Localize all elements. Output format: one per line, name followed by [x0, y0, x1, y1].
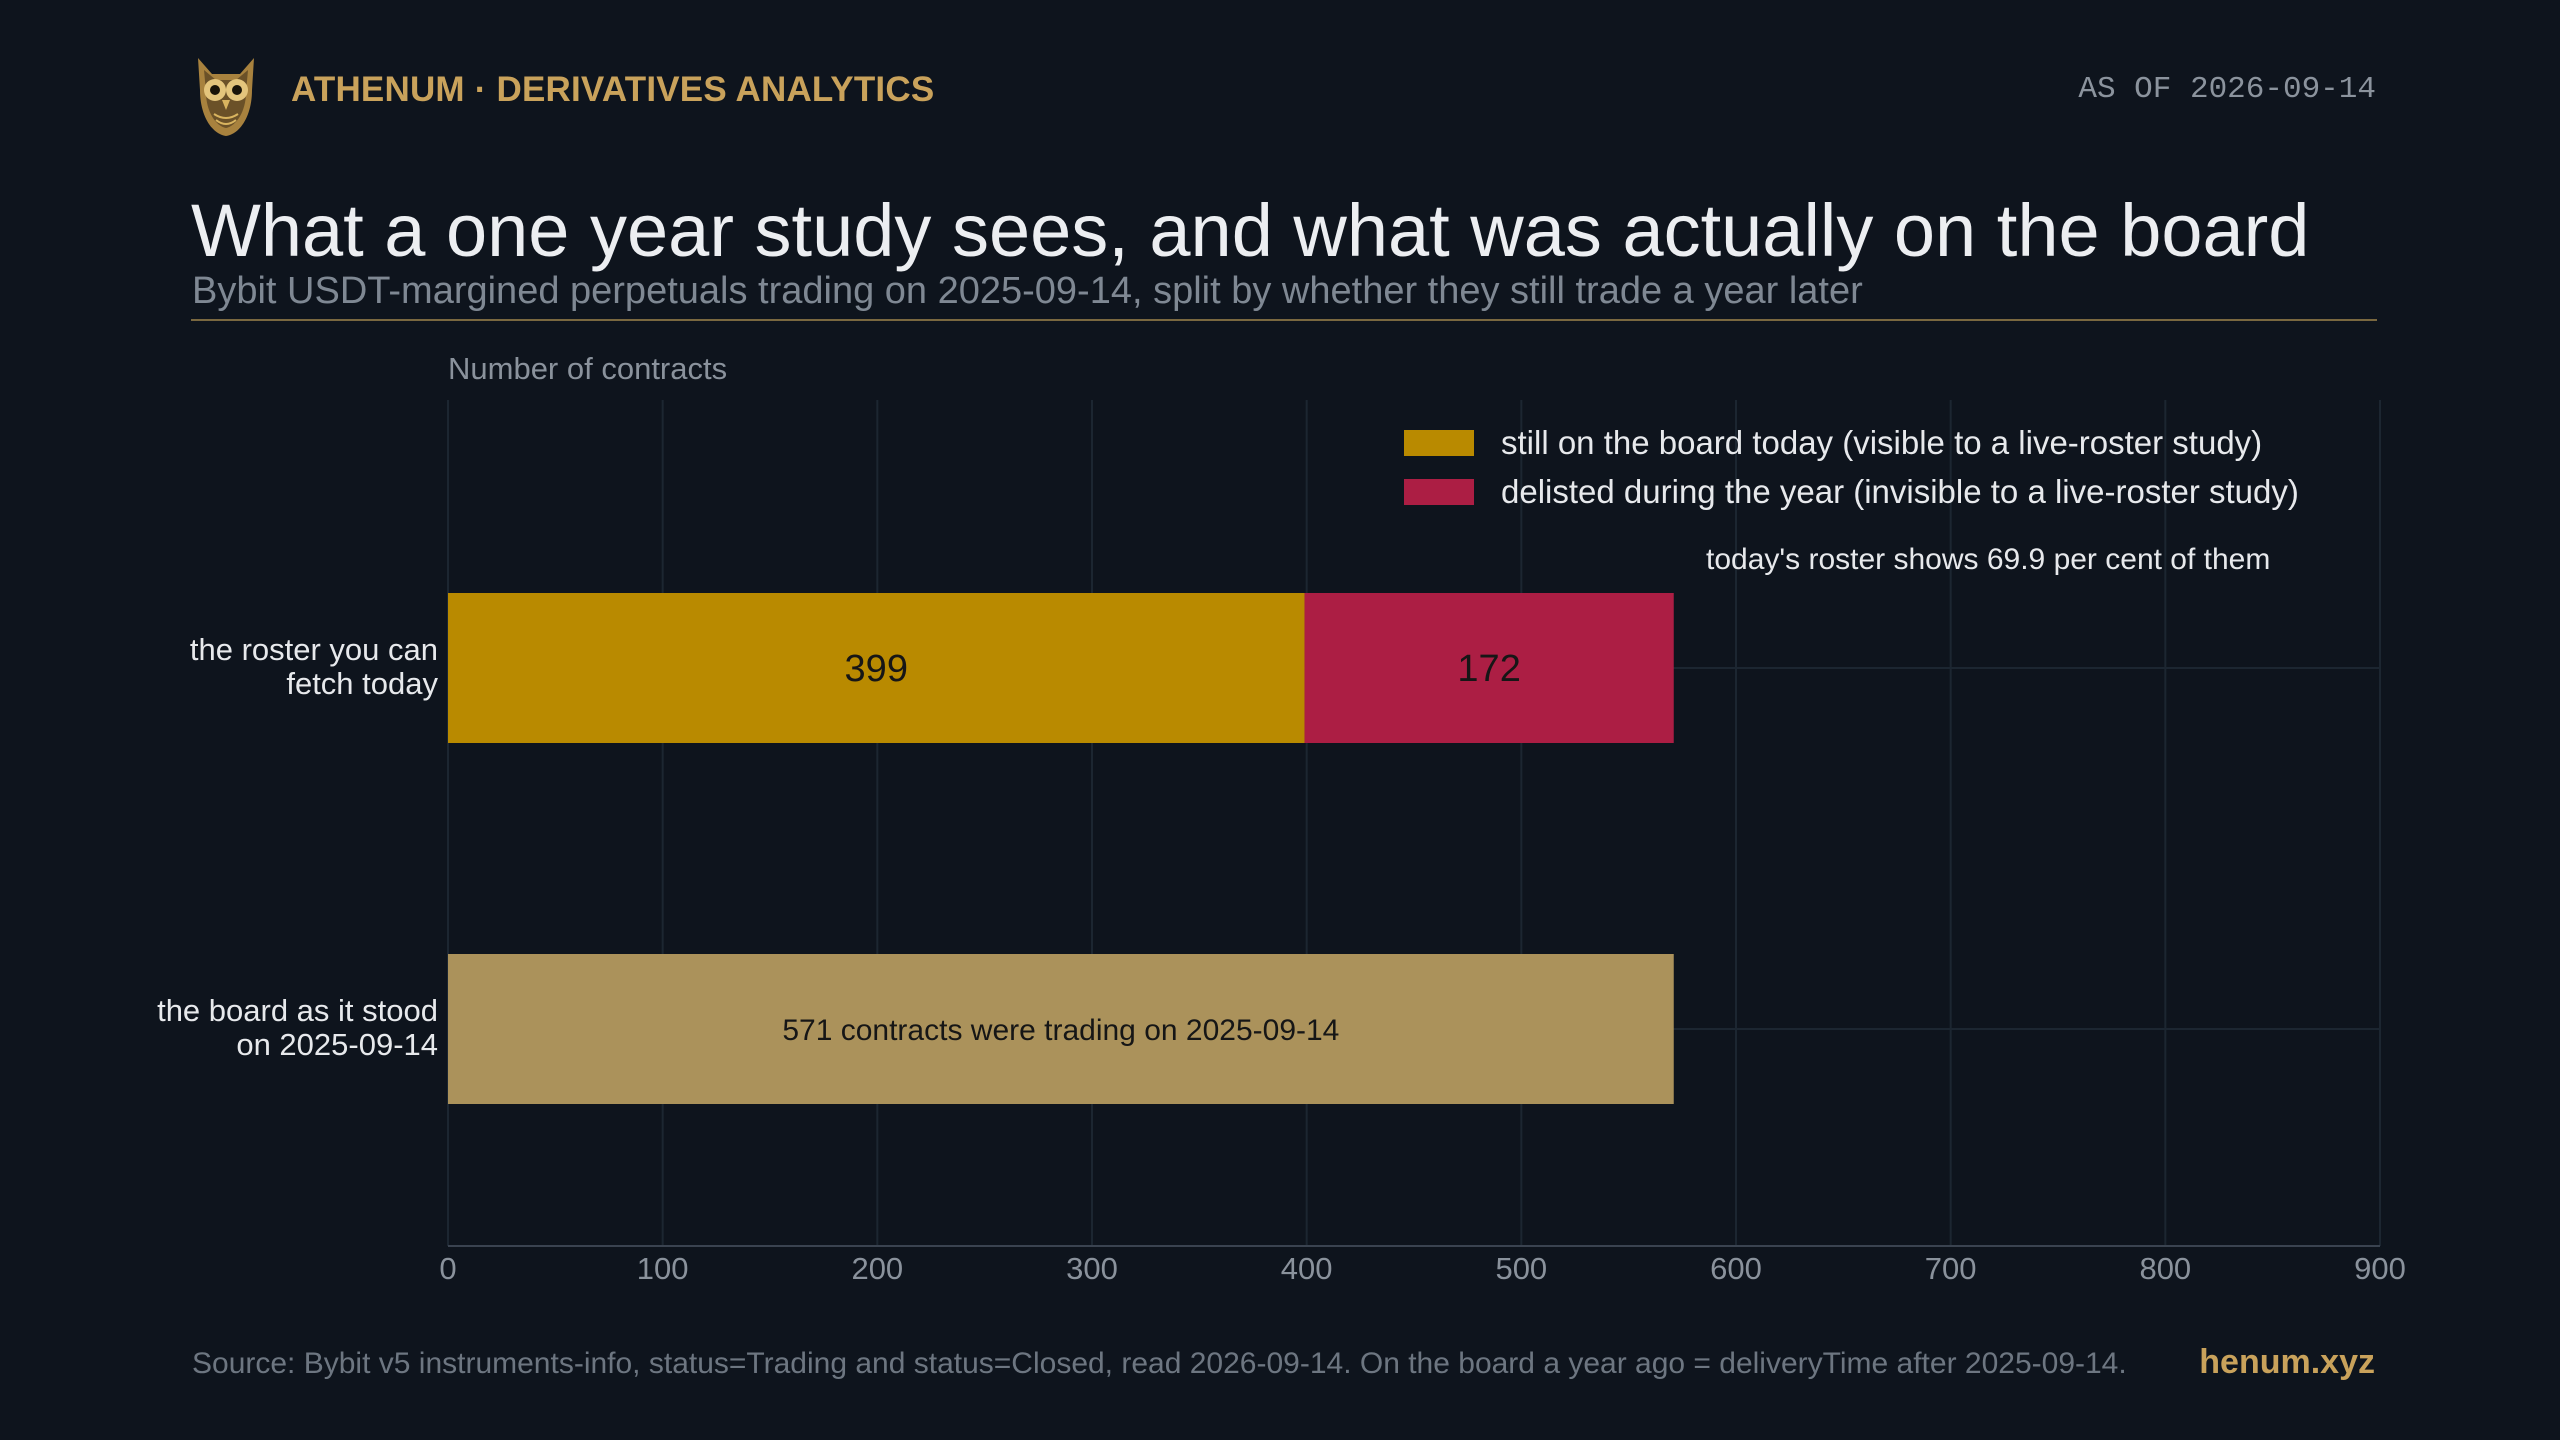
bar-data-label: 399 — [845, 648, 908, 690]
x-tick-label: 0 — [439, 1251, 456, 1286]
axis-title: Number of contracts — [448, 351, 727, 386]
brand-name: ATHENUM · DERIVATIVES ANALYTICS — [291, 70, 935, 109]
x-tick-label: 400 — [1281, 1251, 1333, 1286]
x-tick-label: 600 — [1710, 1251, 1762, 1286]
category-label: the board as it stood — [157, 993, 438, 1028]
grid-lines — [447, 400, 2381, 1247]
category-label: the roster you can — [190, 632, 438, 667]
page-title: What a one year study sees, and what was… — [191, 189, 2310, 272]
source-note: Source: Bybit v5 instruments-info, statu… — [192, 1347, 2127, 1380]
x-tick-label: 900 — [2354, 1251, 2406, 1286]
x-tick-label: 800 — [2139, 1251, 2191, 1286]
title-divider — [191, 319, 2377, 321]
legend-swatch — [1404, 479, 1474, 505]
category-label: fetch today — [286, 666, 438, 701]
legend-label: still on the board today (visible to a l… — [1501, 424, 2262, 461]
site-link[interactable]: henum.xyz — [2199, 1343, 2375, 1381]
bars — [448, 593, 1674, 1104]
x-tick-label: 700 — [1925, 1251, 1977, 1286]
labels: 0 100 200 300 400 500 600 700 800 900 Number of co… — [157, 351, 2406, 1286]
legend-label: delisted during the year (invisible to a… — [1501, 473, 2299, 510]
x-tick-label: 100 — [637, 1251, 689, 1286]
as-of-date: AS OF 2026-09-14 — [2078, 72, 2376, 107]
legend: still on the board today (visible to a l… — [1404, 424, 2299, 510]
bar-data-label: 571 contracts were trading on 2025-09-14 — [782, 1014, 1339, 1047]
x-tick-label: 300 — [1066, 1251, 1118, 1286]
category-label: on 2025-09-14 — [236, 1027, 438, 1062]
page-subtitle: Bybit USDT-margined perpetuals trading o… — [192, 270, 1863, 312]
x-tick-label: 200 — [851, 1251, 903, 1286]
bar-annotation: today's roster shows 69.9 per cent of th… — [1706, 543, 2270, 576]
bar-segment — [448, 954, 1674, 1104]
legend-swatch — [1404, 430, 1474, 456]
x-tick-label: 500 — [1495, 1251, 1547, 1286]
bar-data-label: 172 — [1457, 648, 1520, 690]
bar-segment — [1304, 593, 1674, 743]
owl-icon — [198, 58, 254, 136]
bar-segment — [448, 593, 1305, 743]
